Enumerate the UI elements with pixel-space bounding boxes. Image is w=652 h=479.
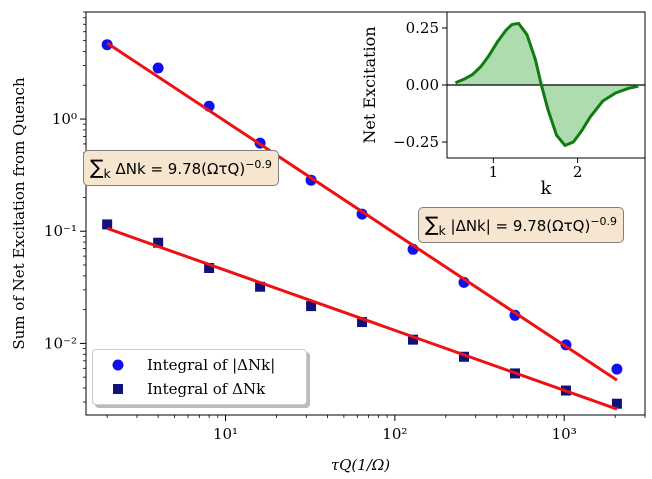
circle-point <box>152 62 164 74</box>
square-point <box>204 263 215 274</box>
inset-area <box>455 23 639 146</box>
inset-x-axis-label: k <box>541 178 553 199</box>
annotation-sub: k <box>438 223 446 238</box>
annotation-net-excitation: ∑k ΔNk = 9.78(ΩτQ)−0.9 <box>83 150 279 186</box>
legend-label: Integral of |ΔNk| <box>147 356 276 374</box>
inset-y-tick-label: 0.00 <box>406 76 439 94</box>
square-point <box>255 281 266 292</box>
annotation-text: ΔNk = 9.78(ΩτQ) <box>115 160 246 178</box>
square-point <box>102 219 113 230</box>
square-point <box>458 351 469 362</box>
legend: Integral of |ΔNk| Integral of ΔNk <box>92 349 307 405</box>
legend-item-net: Integral of ΔNk <box>103 378 265 400</box>
square-marker-icon <box>113 384 123 394</box>
y-axis-label: Sum of Net Excitation from Quench <box>10 77 28 350</box>
square-point <box>611 398 622 409</box>
legend-item-abs: Integral of |ΔNk| <box>103 354 275 376</box>
inset-y-axis-label: Net Excitation <box>360 26 379 143</box>
x-tick-label: 10³ <box>552 425 577 443</box>
inset-x-tick-label: 2 <box>573 163 583 181</box>
square-point <box>306 301 317 312</box>
x-tick-label: 10¹ <box>213 425 238 443</box>
circle-marker-icon <box>112 359 124 371</box>
fit-line <box>106 226 618 411</box>
annotation-sup: −0.9 <box>245 158 272 171</box>
x-tick-label: 10² <box>382 425 407 443</box>
y-tick-label: 10⁰ <box>52 110 77 128</box>
inset-x-tick-label: 1 <box>489 163 499 181</box>
inset-curve <box>454 21 639 147</box>
legend-label: Integral of ΔNk <box>147 380 266 398</box>
y-tick-label: 10⁻¹ <box>44 222 77 240</box>
square-point <box>408 334 419 345</box>
annotation-sub: k <box>103 166 111 181</box>
annotation-sup: −0.9 <box>590 215 618 228</box>
inset-y-tick-label: 0.25 <box>406 19 439 37</box>
inset-y-tick-label: −0.25 <box>393 133 439 151</box>
x-axis-label: τQ(1/Ω) <box>331 456 390 474</box>
fit-line <box>106 41 618 382</box>
annotation-sum-symbol: ∑ <box>425 212 439 236</box>
y-tick-label: 10⁻² <box>44 334 77 352</box>
square-point <box>153 237 164 248</box>
annotation-sum-symbol: ∑ <box>90 155 104 179</box>
annotation-text: |ΔNk| = 9.78(ΩτQ) <box>450 217 591 235</box>
circle-point <box>611 363 623 375</box>
annotation-abs-excitation: ∑k |ΔNk| = 9.78(ΩτQ)−0.9 <box>418 207 625 243</box>
square-point <box>357 317 368 328</box>
